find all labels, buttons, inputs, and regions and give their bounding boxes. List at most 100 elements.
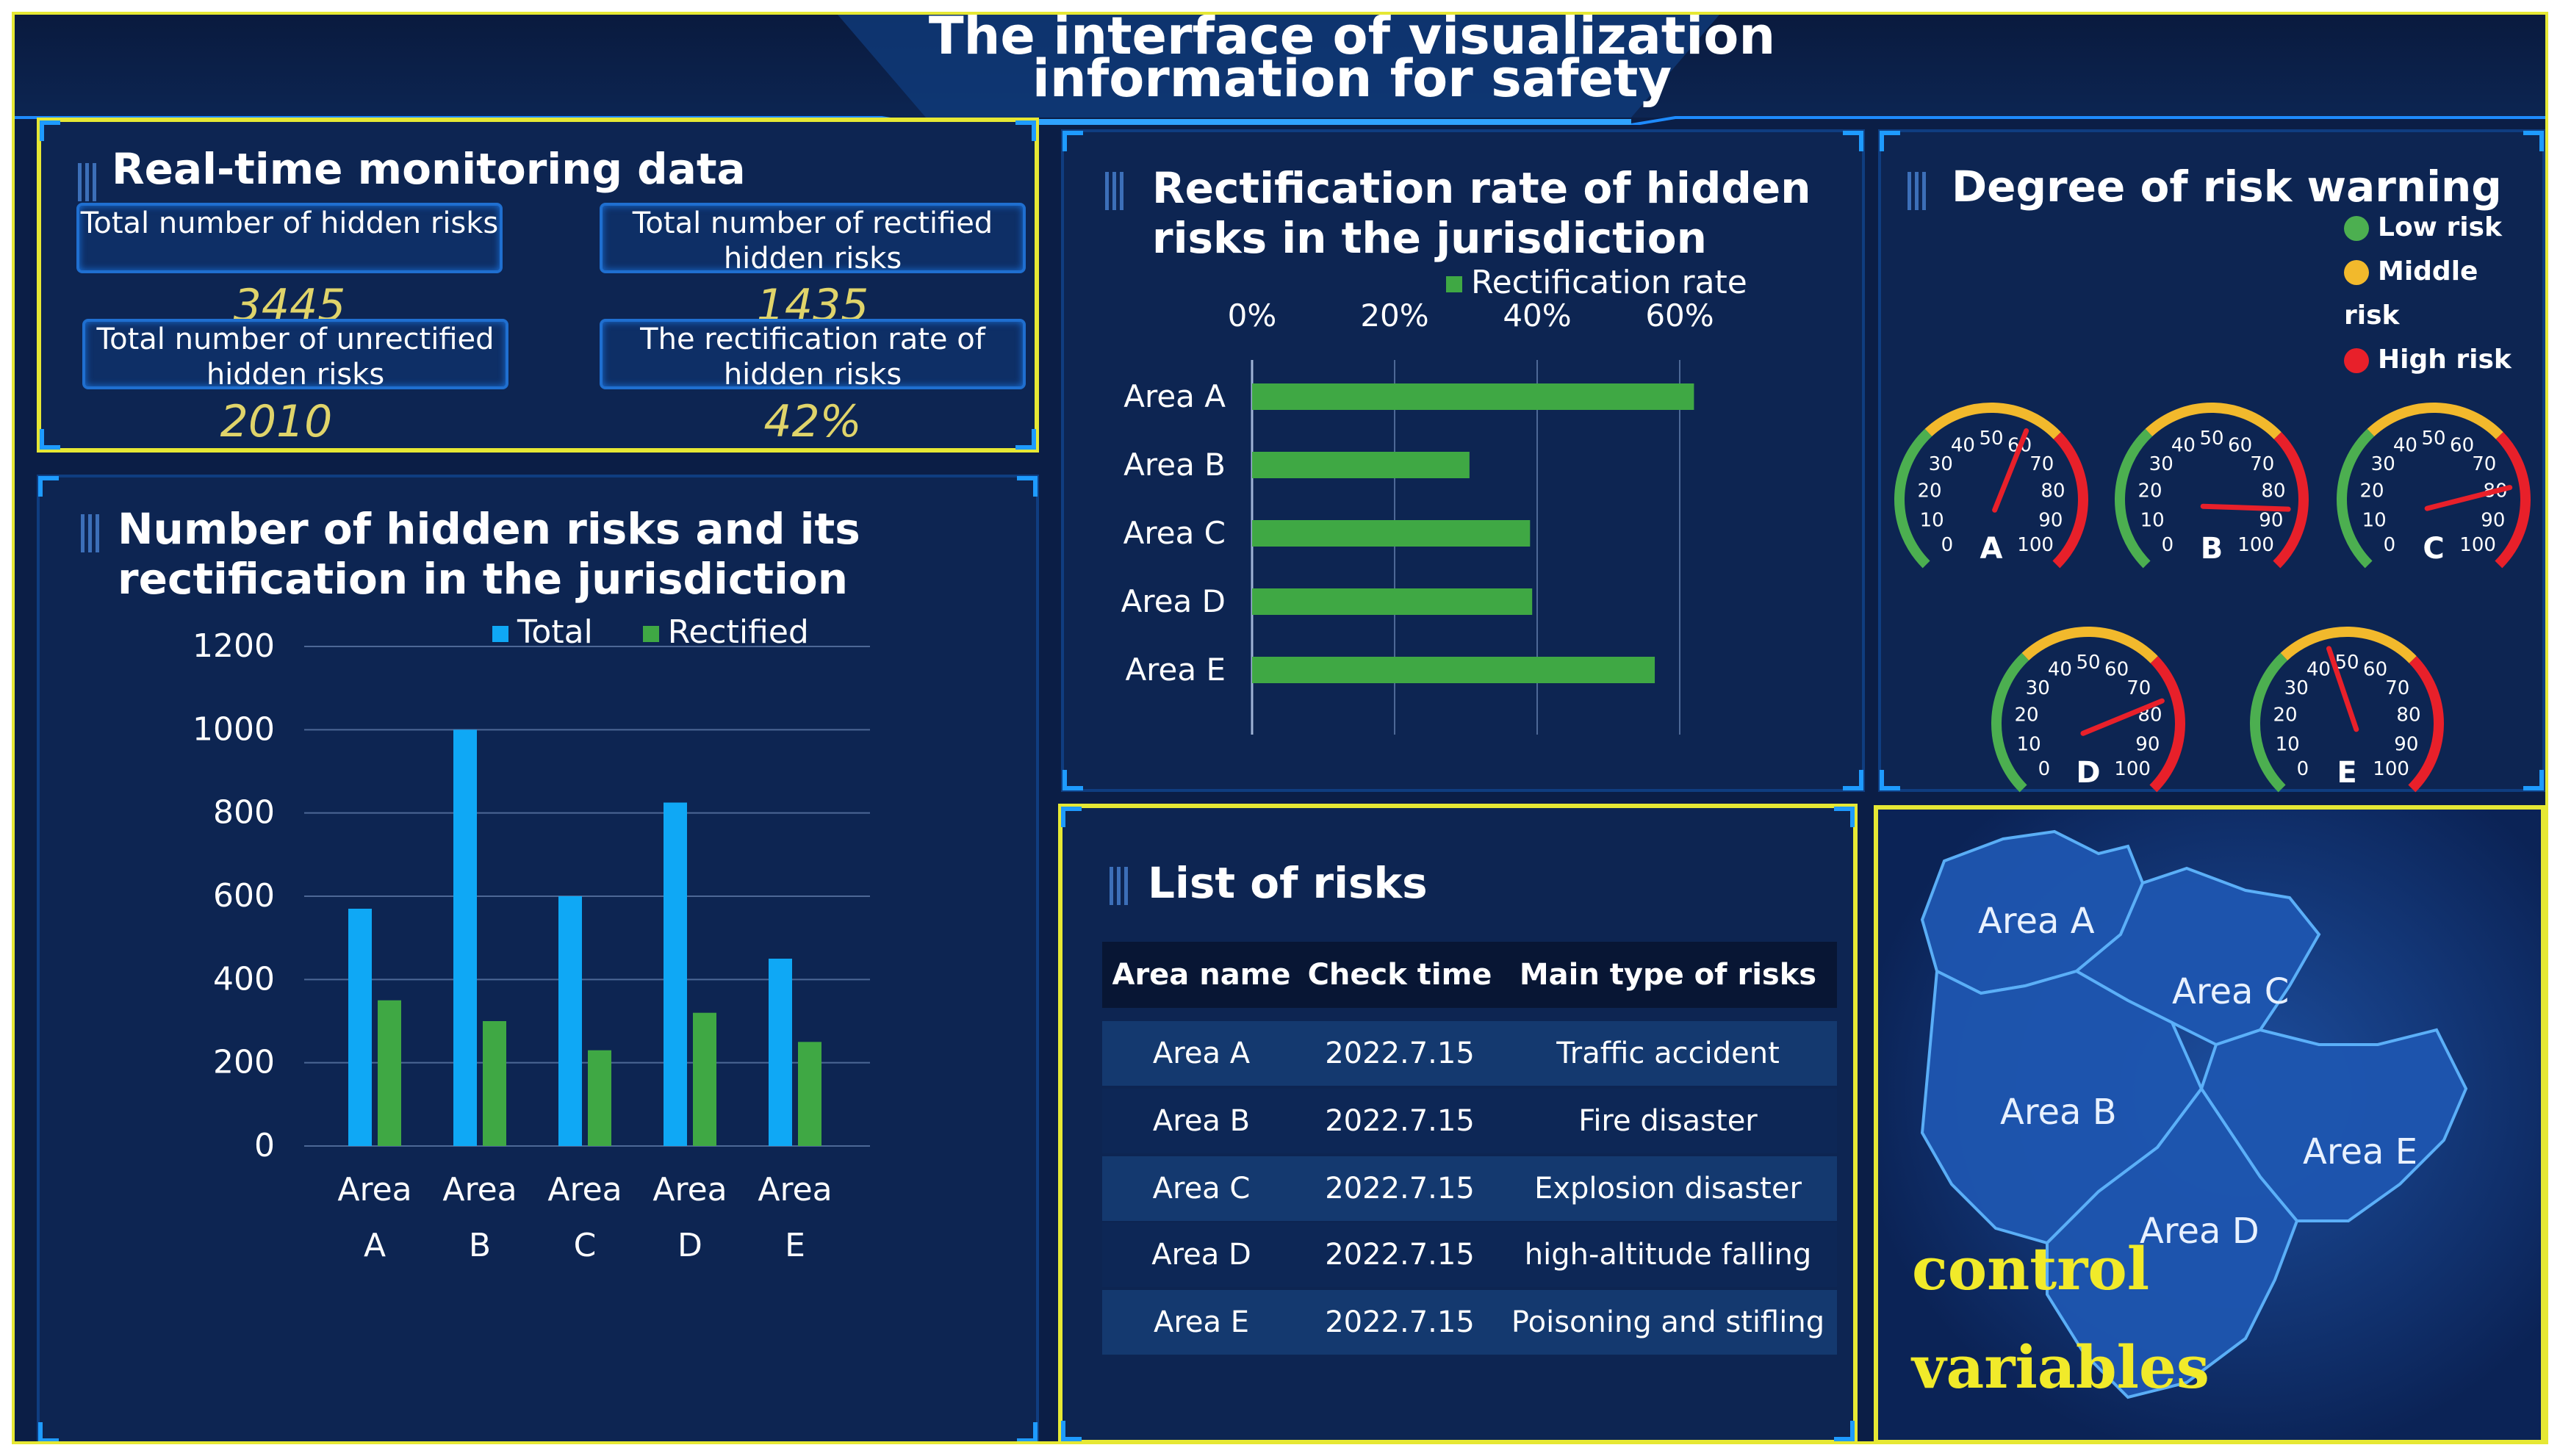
map-label-area-e[interactable]: Area E [2303,1131,2418,1172]
stat-unrectified-label: Total number of unrectified hidden risks [82,319,508,392]
x-tick-label: E [785,1227,805,1264]
risk-warning-title: Degree of risk warning [1952,162,2502,212]
gauge-tick-label: 20 [2359,480,2384,502]
table-row[interactable]: Area B 2022.7.15 Fire disaster [1102,1089,1837,1153]
header-risk-type: Main type of risks [1519,958,1817,992]
gauge-needle-b [2200,503,2291,512]
page-title: The interface of visualization informati… [928,12,1776,109]
gauge-tick-label: 10 [2276,733,2300,755]
y-tick-label: 600 [213,877,275,915]
bar-rate-2[interactable] [1252,520,1531,547]
table-row[interactable]: Area C 2022.7.15 Explosion disaster [1102,1156,1837,1221]
y-tick-label: 1000 [193,710,275,748]
stat-unrectified-value: 2010 [220,396,333,447]
gauge-needle-c [2424,485,2513,511]
gauge-tick-label: 80 [2396,704,2420,727]
risk-warning-panel: Degree of risk warning Low risk Middle r… [1878,129,2545,793]
header-area-name: Area name [1112,958,1291,992]
table-row[interactable]: Area D 2022.7.15 high-altitude falling [1102,1222,1837,1287]
gauge-tick-label: 60 [2104,658,2129,680]
gauge-band [2408,656,2444,793]
gauge-tick-label: 100 [2459,534,2496,556]
gauge-tick-label: 50 [2076,652,2100,674]
y-tick-label: 200 [213,1044,275,1081]
risk-table-header [1102,942,1837,1008]
x-tick-label: B [469,1227,491,1264]
bar-total-1[interactable] [453,729,477,1146]
stat-total-label: Total number of hidden risks [76,203,503,273]
table-row[interactable]: Area E 2022.7.15 Poisoning and stifling [1102,1290,1837,1355]
gauge-tick-label: 10 [1920,509,1944,531]
section-bars-icon [1105,172,1126,210]
control-variables-annotation: control variables [1912,1234,2210,1402]
legend-total: Total [517,613,593,651]
y-tick-label: 1200 [193,627,275,665]
gauge-label-b: B [2201,532,2223,566]
x-tick-label: 40% [1503,301,1571,334]
y-tick-label: 0 [254,1127,275,1164]
legend-rectification-rate: Rectification rate [1471,264,1747,301]
bar-rectified-2[interactable] [588,1050,611,1146]
gauge-tick-label: 20 [1917,480,1941,502]
gauge-band [1924,403,2061,439]
bar-rectified-4[interactable] [798,1042,821,1146]
gauge-tick-label: 40 [2306,658,2331,680]
map-label-area-c[interactable]: Area C [2172,971,2290,1012]
x-tick-label: 0% [1228,301,1277,334]
rate-chart-legend: Rectification rate [1446,264,1747,301]
bar-rate-4[interactable] [1252,657,1655,683]
rate-chart-title: Rectification rate of hidden risks in th… [1152,163,1811,263]
gauge-tick-label: 70 [2385,677,2409,699]
stat-rectified-label: Total number of rectified hidden risks [600,203,1026,275]
gauge-tick-label: 50 [1979,428,2003,450]
bar-total-0[interactable] [348,909,372,1146]
x-tick-label: A [364,1227,386,1264]
map-label-area-d[interactable]: Area D [2140,1211,2259,1252]
gauge-tick-label: 40 [2393,434,2417,456]
gauge-tick-label: 50 [2199,428,2223,450]
map-panel: Area A Area C Area B Area E Area D contr… [1874,805,2545,1441]
gauge-band [2280,627,2417,663]
gauge-label-d: D [2076,756,2100,790]
y-tick-label: Area C [1123,515,1226,551]
x-tick-label: Area [758,1171,832,1208]
bar-rectified-1[interactable] [483,1021,506,1146]
bar-total-2[interactable] [558,896,582,1146]
hidden-chart-title: Number of hidden risks and its rectifica… [118,504,860,604]
bar-rectified-0[interactable] [378,1000,401,1146]
bar-rate-1[interactable] [1252,452,1470,478]
gauge-label-e: E [2337,756,2356,790]
bar-rate-3[interactable] [1252,588,1533,615]
gauge-tick-label: 70 [2029,453,2054,475]
bar-rate-0[interactable] [1252,383,1694,410]
gauge-tick-label: 90 [2394,733,2418,755]
gauge-tick-label: 20 [2273,704,2297,727]
gauge-tick-label: 50 [2421,428,2445,450]
hidden-risks-chart: 0 200 400 600 800 1000 1200 Area A Area B Area C Area… [193,627,870,1264]
bar-total-4[interactable] [769,959,792,1146]
bar-rectified-3[interactable] [693,1012,716,1146]
gauge-needle-a [1992,428,2029,513]
gauge-tick-label: 70 [2250,453,2274,475]
stat-rate-value: 42% [763,396,862,447]
gauge-band [2367,403,2503,439]
gauge-tick-label: 10 [2017,733,2041,755]
gauge-tick-label: 70 [2126,677,2151,699]
gauge-tick-label: 60 [2450,434,2474,456]
x-tick-label: Area [337,1171,411,1208]
x-tick-label: 60% [1645,301,1714,334]
map-label-area-a[interactable]: Area A [1978,901,2095,942]
gauge-tick-label: 70 [2472,453,2496,475]
gauge-tick-label: 90 [2038,509,2063,531]
section-bars-icon [1908,172,1928,210]
y-tick-label: 400 [213,960,275,998]
map-label-area-b[interactable]: Area B [2000,1092,2117,1133]
gauge-tick-label: 0 [1941,534,1954,556]
gauge-tick-label: 20 [2137,480,2162,502]
table-row[interactable]: Area A 2022.7.15 Traffic accident [1102,1021,1837,1086]
gauge-label-c: C [2423,532,2444,566]
gauge-tick-label: 10 [2140,509,2165,531]
region-map [1920,829,2468,1399]
gauge-tick-label: 40 [1951,434,1975,456]
bar-total-3[interactable] [664,802,687,1147]
